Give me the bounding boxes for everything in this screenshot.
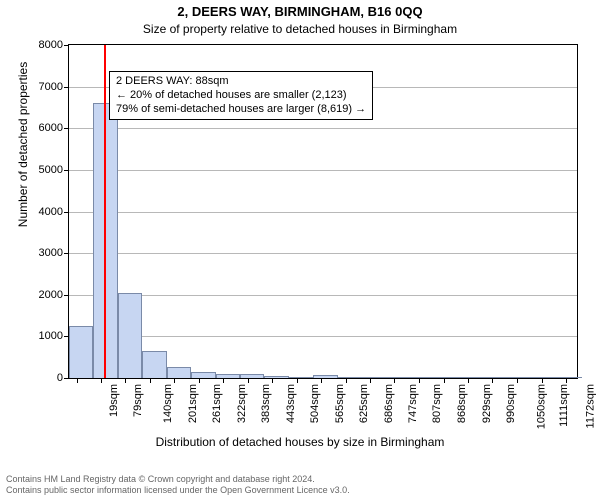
x-tick-mark: [542, 378, 543, 383]
footer-line-1: Contains HM Land Registry data © Crown c…: [6, 474, 350, 485]
y-tick-label: 3000: [39, 247, 63, 259]
x-tick-label: 322sqm: [236, 384, 248, 423]
x-tick-mark: [150, 378, 151, 383]
x-tick-label: 565sqm: [334, 384, 346, 423]
histogram-bar: [509, 377, 533, 378]
y-tick-label: 1000: [39, 330, 63, 342]
y-tick-mark: [64, 128, 69, 129]
histogram-bar: [387, 377, 411, 378]
histogram-bar: [411, 377, 435, 378]
x-tick-mark: [419, 378, 420, 383]
histogram-bar: [240, 374, 264, 378]
chart-container: 2, DEERS WAY, BIRMINGHAM, B16 0QQ Size o…: [0, 0, 600, 500]
histogram-bar: [484, 377, 508, 378]
chart-title: 2, DEERS WAY, BIRMINGHAM, B16 0QQ: [0, 4, 600, 19]
x-tick-mark: [394, 378, 395, 383]
x-tick-mark: [321, 378, 322, 383]
y-tick-mark: [64, 87, 69, 88]
info-line-smaller: ← 20% of detached houses are smaller (2,…: [116, 89, 366, 103]
histogram-bar: [338, 377, 362, 378]
histogram-bar: [69, 326, 93, 378]
x-tick-label: 443sqm: [285, 384, 297, 423]
x-tick-label: 929sqm: [481, 384, 493, 423]
y-tick-mark: [64, 45, 69, 46]
x-tick-mark: [272, 378, 273, 383]
x-tick-mark: [77, 378, 78, 383]
x-tick-label: 1111sqm: [558, 384, 570, 427]
property-marker-line: [104, 45, 106, 378]
y-tick-label: 7000: [39, 81, 63, 93]
y-tick-label: 6000: [39, 122, 63, 134]
x-tick-mark: [370, 378, 371, 383]
x-tick-label: 625sqm: [358, 384, 370, 423]
histogram-bar: [533, 377, 557, 378]
x-tick-mark: [125, 378, 126, 383]
gridline: [69, 128, 577, 129]
y-axis-label: Number of detached properties: [16, 0, 30, 312]
histogram-bar: [264, 376, 288, 378]
gridline: [69, 212, 577, 213]
x-tick-label: 19sqm: [108, 384, 120, 417]
gridline: [69, 170, 577, 171]
plot-area: 01000200030004000500060007000800019sqm79…: [68, 44, 578, 379]
y-tick-mark: [64, 378, 69, 379]
histogram-bar: [435, 377, 459, 378]
histogram-bar: [216, 374, 240, 378]
x-tick-mark: [346, 378, 347, 383]
histogram-bar: [289, 377, 313, 378]
x-tick-mark: [248, 378, 249, 383]
histogram-bar: [362, 377, 386, 378]
gridline: [69, 295, 577, 296]
x-tick-mark: [492, 378, 493, 383]
x-tick-mark: [566, 378, 567, 383]
gridline: [69, 336, 577, 337]
x-tick-label: 1172sqm: [584, 384, 596, 428]
info-line-property: 2 DEERS WAY: 88sqm: [116, 75, 366, 89]
y-tick-label: 0: [57, 372, 63, 384]
y-tick-label: 5000: [39, 164, 63, 176]
y-tick-label: 4000: [39, 206, 63, 218]
x-tick-mark: [199, 378, 200, 383]
x-tick-label: 686sqm: [383, 384, 395, 423]
histogram-bar: [118, 293, 142, 378]
y-tick-mark: [64, 295, 69, 296]
x-tick-mark: [297, 378, 298, 383]
x-tick-label: 868sqm: [456, 384, 468, 423]
x-tick-label: 201sqm: [187, 384, 199, 423]
y-tick-mark: [64, 170, 69, 171]
histogram-bar: [167, 367, 191, 378]
y-tick-label: 2000: [39, 289, 63, 301]
x-tick-mark: [174, 378, 175, 383]
histogram-bar: [558, 377, 582, 378]
info-line-larger: 79% of semi-detached houses are larger (…: [116, 103, 366, 117]
x-tick-label: 504sqm: [309, 384, 321, 423]
x-tick-label: 747sqm: [407, 384, 419, 423]
x-tick-mark: [468, 378, 469, 383]
histogram-bar: [313, 375, 337, 378]
histogram-bar: [460, 377, 484, 378]
x-tick-mark: [223, 378, 224, 383]
property-info-box: 2 DEERS WAY: 88sqm ← 20% of detached hou…: [109, 71, 373, 120]
histogram-bar: [142, 351, 166, 378]
histogram-bar: [191, 372, 215, 378]
x-tick-label: 79sqm: [132, 384, 144, 417]
y-tick-mark: [64, 212, 69, 213]
x-tick-label: 261sqm: [211, 384, 223, 423]
x-tick-label: 140sqm: [163, 384, 175, 423]
x-tick-mark: [101, 378, 102, 383]
chart-subtitle: Size of property relative to detached ho…: [0, 22, 600, 36]
attribution-footer: Contains HM Land Registry data © Crown c…: [6, 474, 350, 497]
x-tick-label: 807sqm: [432, 384, 444, 423]
gridline: [69, 253, 577, 254]
y-tick-mark: [64, 253, 69, 254]
x-tick-label: 1050sqm: [536, 384, 548, 429]
x-tick-mark: [517, 378, 518, 383]
footer-line-2: Contains public sector information licen…: [6, 485, 350, 496]
x-tick-label: 383sqm: [261, 384, 273, 423]
x-tick-label: 990sqm: [505, 384, 517, 423]
x-tick-mark: [444, 378, 445, 383]
y-tick-label: 8000: [39, 39, 63, 51]
x-axis-label: Distribution of detached houses by size …: [0, 435, 600, 449]
